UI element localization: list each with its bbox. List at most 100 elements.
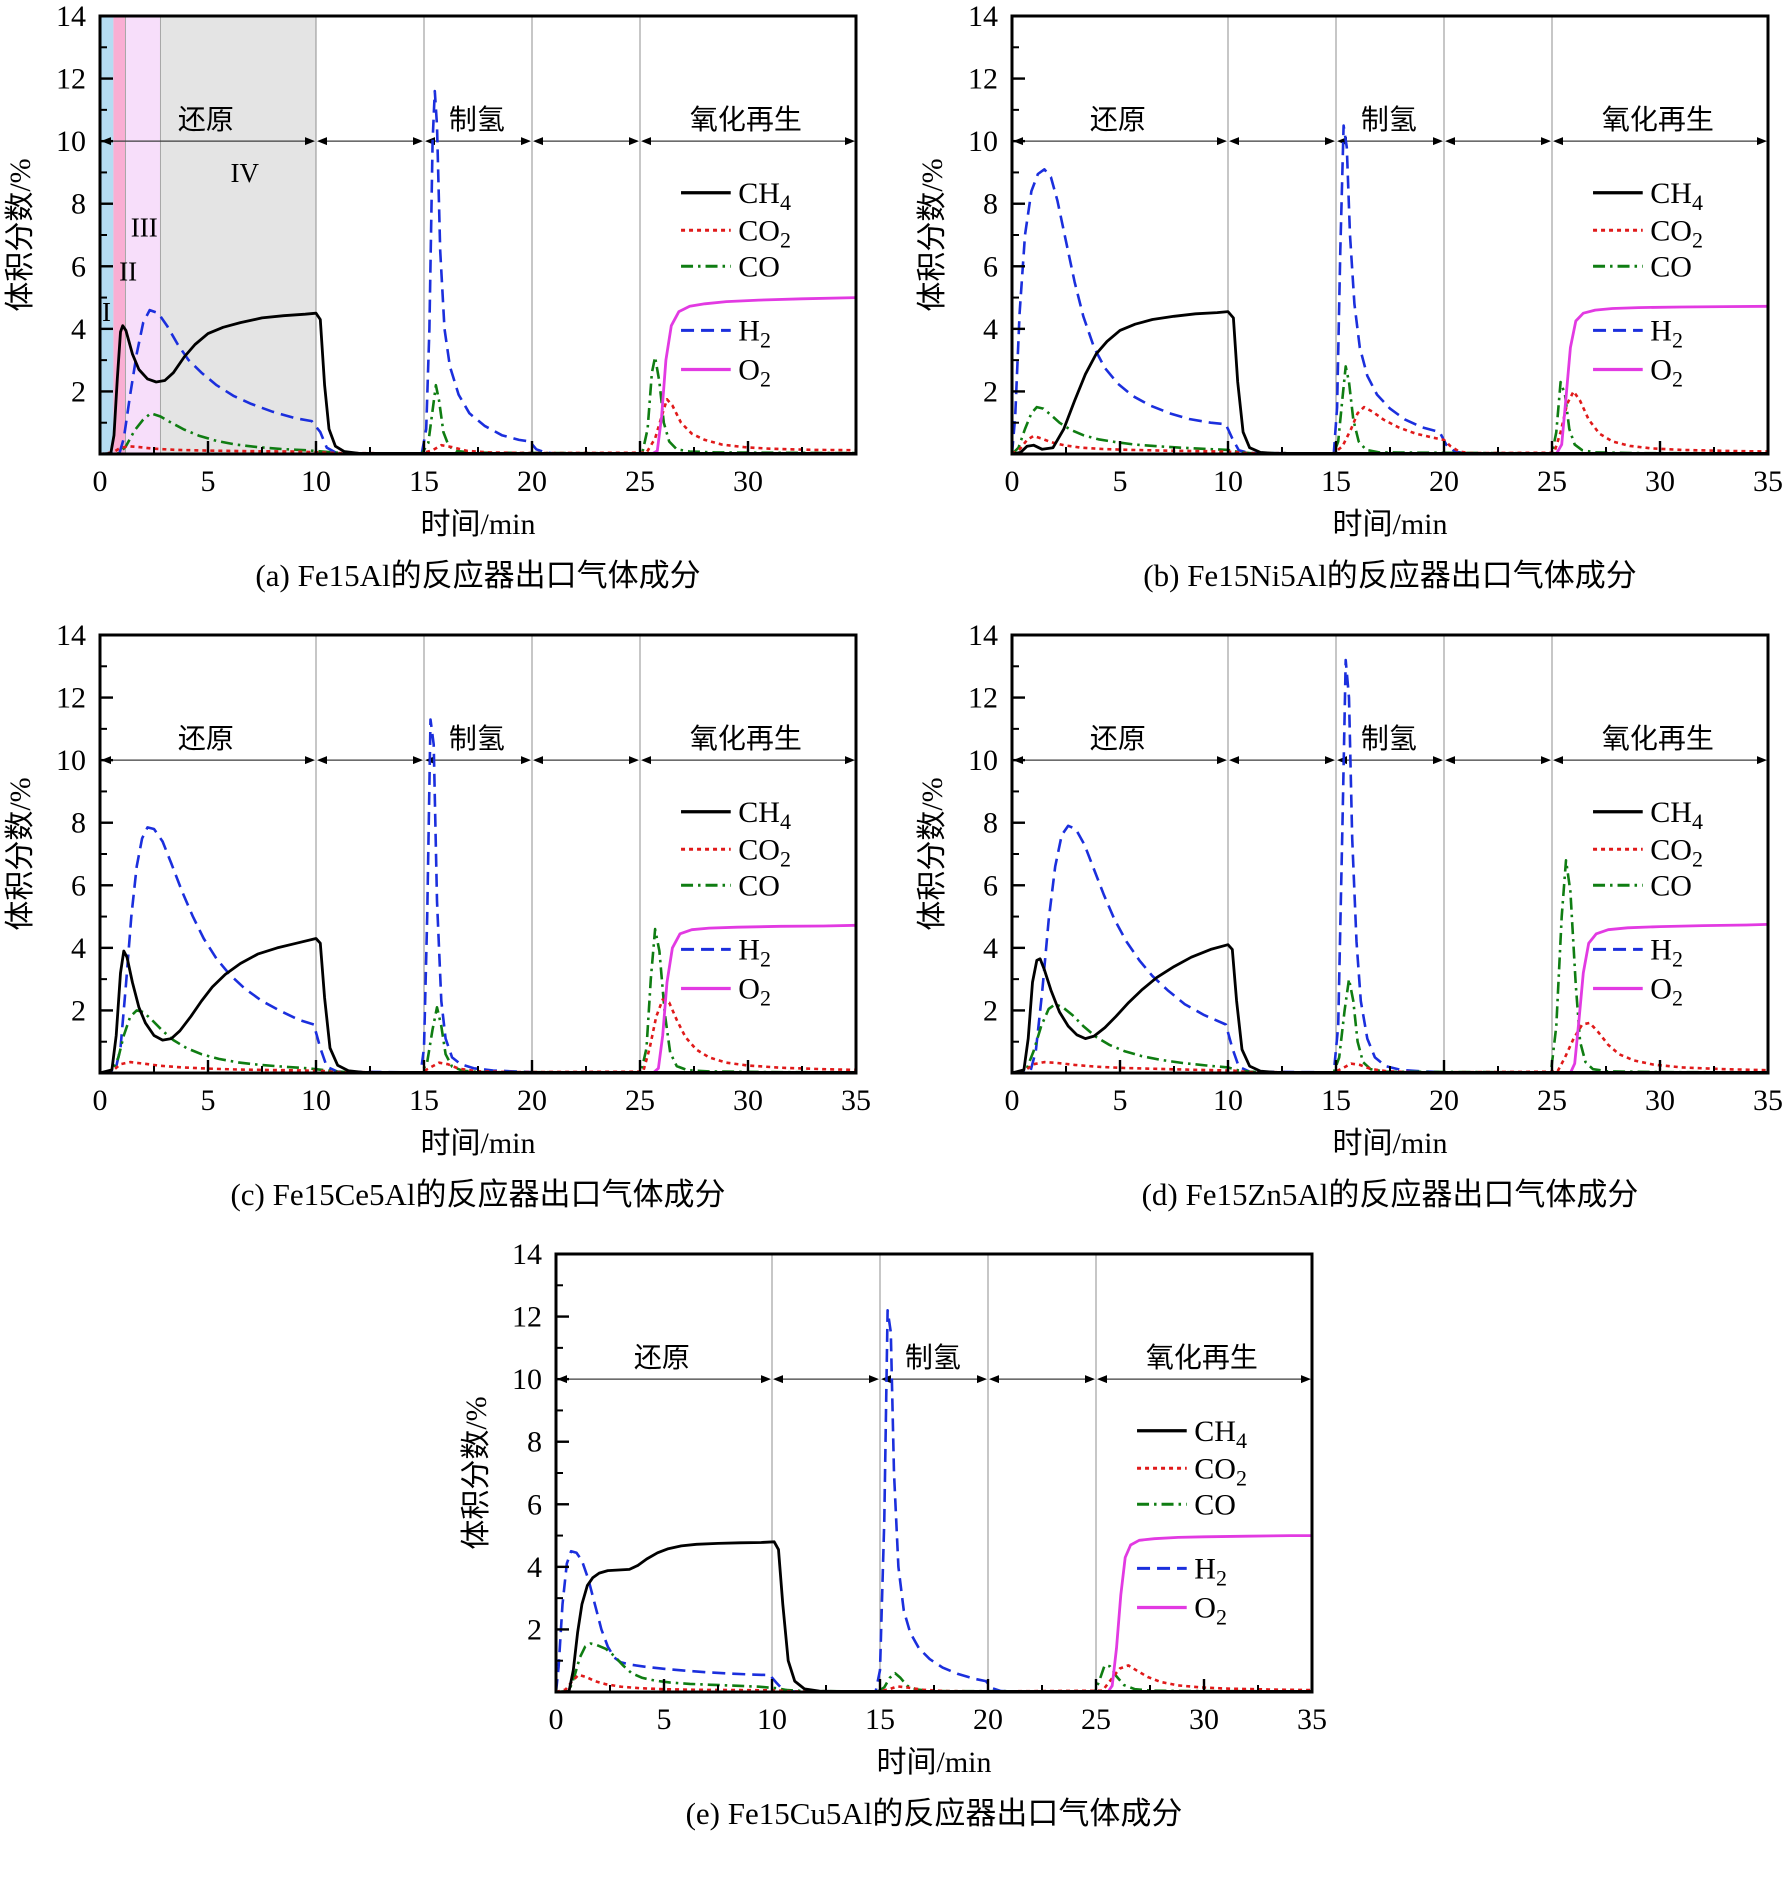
phase-arrows: 还原 制氢 氧化再生	[101, 723, 855, 765]
y-tick-label: 6	[71, 250, 86, 283]
o2-curve	[556, 1534, 1312, 1692]
stage-label-III: III	[131, 213, 158, 243]
x-tick-label: 10	[1213, 465, 1243, 498]
y-axis-label: 体积分数/%	[460, 1396, 493, 1549]
co2-curve	[100, 998, 856, 1073]
phase-label-2: 氧化再生	[1146, 1342, 1258, 1374]
subplot-a-canvas: 还原 制氢 氧化再生 I II III IV CH4 CO2 CO H2 O2 2 4 6 8 10 12 14 0 5…	[0, 2, 880, 548]
phase-label-2: 氧化再生	[1602, 104, 1714, 136]
x-tick-label: 5	[1113, 1084, 1128, 1117]
x-tick-label: 35	[841, 1084, 871, 1117]
subplot-d: 还原 制氢 氧化再生 CH4 CO2 CO H2 O2 2 4 6 8 10 12 14 0 5 10 15 20 25…	[912, 621, 1792, 1214]
legend-label-h2: H2	[1650, 933, 1683, 971]
legend-label-h2: H2	[738, 933, 771, 971]
ch4-curve	[100, 937, 856, 1073]
phase-label-2: 氧化再生	[690, 104, 802, 136]
co-curve	[100, 927, 856, 1073]
y-tick-label: 12	[968, 682, 998, 715]
o2-curve	[1012, 304, 1768, 454]
x-tick-label: 25	[1537, 465, 1567, 498]
legend-label-o2: O2	[1194, 1592, 1227, 1630]
x-tick-label: 10	[301, 1084, 331, 1117]
x-tick-label: 0	[1005, 1084, 1020, 1117]
legend-label-o2: O2	[1650, 354, 1683, 392]
phase-arrows: 还原 制氢 氧化再生	[1013, 104, 1767, 146]
phase-gridlines	[1227, 16, 1553, 454]
x-tick-label: 10	[757, 1703, 787, 1736]
x-tick-label: 25	[1081, 1703, 1111, 1736]
phase-gridlines	[1227, 635, 1553, 1073]
axis-ticks: 2 4 6 8 10 12 14 0 5 10 15 20 25 30 35	[968, 2, 1783, 498]
legend-label-ch4: CH4	[1650, 796, 1703, 834]
phase-arrows: 还原 制氢 氧化再生	[101, 104, 855, 146]
x-tick-label: 30	[1645, 1084, 1675, 1117]
y-axis-label: 体积分数/%	[916, 777, 949, 930]
legend-label-ch4: CH4	[738, 796, 791, 834]
y-tick-label: 12	[512, 1301, 542, 1334]
h2-curve	[556, 1309, 1312, 1692]
y-tick-label: 8	[983, 807, 998, 840]
y-tick-label: 10	[56, 125, 86, 158]
y-tick-label: 12	[968, 63, 998, 96]
stage-label-II: II	[119, 256, 137, 286]
subplot-c-canvas: 还原 制氢 氧化再生 CH4 CO2 CO H2 O2 2 4 6 8 10 12 14 0 5 10 15 20 25…	[0, 621, 880, 1167]
o2-curve	[100, 923, 856, 1073]
phase-label-0: 还原	[178, 105, 234, 136]
y-tick-label: 4	[983, 313, 998, 346]
x-tick-label: 30	[733, 1084, 763, 1117]
legend-label-ch4: CH4	[1650, 177, 1703, 215]
phase-label-2: 氧化再生	[1602, 723, 1714, 755]
x-tick-label: 20	[517, 465, 547, 498]
subplot-a: 还原 制氢 氧化再生 I II III IV CH4 CO2 CO H2 O2 2 4 6 8 10 12 14 0 5…	[0, 2, 880, 595]
subplot-c-caption: (c) Fe15Ce5Al的反应器出口气体成分	[230, 1177, 726, 1212]
y-tick-label: 14	[968, 621, 998, 652]
x-tick-label: 15	[1321, 1084, 1351, 1117]
y-tick-label: 2	[527, 1613, 542, 1646]
y-axis-label: 体积分数/%	[916, 158, 949, 311]
stage-label-IV: IV	[230, 158, 259, 188]
x-tick-label: 35	[1753, 465, 1783, 498]
ch4-curve	[1012, 310, 1768, 454]
phase-label-0: 还原	[634, 1343, 690, 1374]
ch4-curve	[100, 311, 856, 454]
x-tick-label: 15	[865, 1703, 895, 1736]
series-curves	[100, 89, 856, 454]
y-tick-label: 6	[983, 250, 998, 283]
legend-label-h2: H2	[1194, 1552, 1227, 1590]
y-tick-label: 4	[983, 932, 998, 965]
series-curves	[1012, 658, 1768, 1073]
x-tick-label: 10	[1213, 1084, 1243, 1117]
x-tick-label: 5	[1113, 465, 1128, 498]
y-tick-label: 2	[983, 994, 998, 1027]
x-tick-label: 5	[201, 1084, 216, 1117]
y-tick-label: 14	[56, 621, 86, 652]
subplot-e-canvas: 还原 制氢 氧化再生 CH4 CO2 CO H2 O2 2 4 6 8 10 12 14 0 5 10 15 20 25…	[456, 1240, 1336, 1786]
x-tick-label: 0	[549, 1703, 564, 1736]
legend-label-co2: CO2	[1650, 833, 1703, 871]
legend-label-h2: H2	[1650, 314, 1683, 352]
phase-gridlines	[315, 16, 641, 454]
legend-label-co: CO	[738, 250, 780, 283]
y-tick-label: 10	[56, 744, 86, 777]
x-tick-label: 5	[657, 1703, 672, 1736]
axis-ticks: 2 4 6 8 10 12 14 0 5 10 15 20 25 30 35	[968, 621, 1783, 1117]
x-tick-label: 20	[1429, 465, 1459, 498]
y-tick-label: 6	[71, 869, 86, 902]
stage-regions	[100, 16, 316, 454]
phase-label-1: 制氢	[449, 104, 505, 136]
x-axis-label: 时间/min	[1332, 508, 1447, 541]
x-tick-label: 20	[973, 1703, 1003, 1736]
y-axis-label: 体积分数/%	[4, 158, 37, 311]
phase-label-0: 还原	[178, 724, 234, 755]
legend-label-co: CO	[738, 869, 780, 902]
subplot-d-canvas: 还原 制氢 氧化再生 CH4 CO2 CO H2 O2 2 4 6 8 10 12 14 0 5 10 15 20 25…	[912, 621, 1792, 1167]
h2-curve	[100, 89, 856, 454]
